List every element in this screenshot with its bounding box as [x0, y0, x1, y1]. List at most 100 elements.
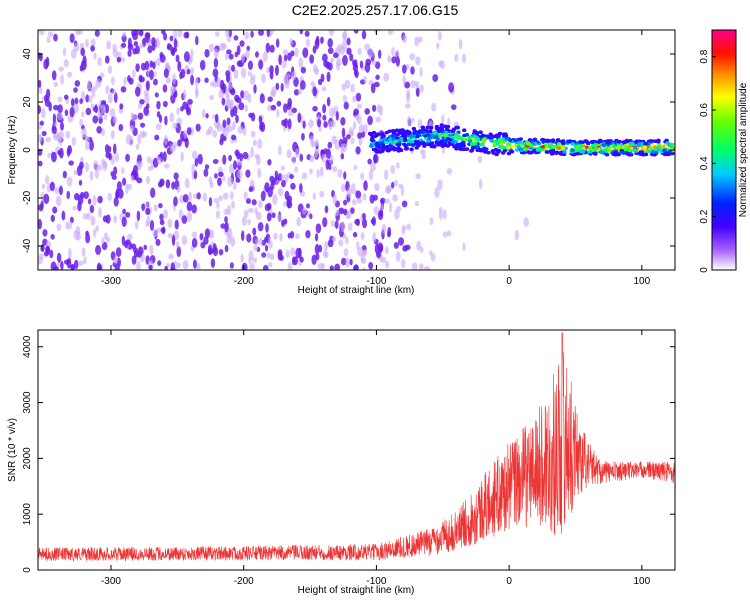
noise-blob: [269, 44, 275, 53]
noise-blob: [149, 220, 155, 231]
noise-blob: [462, 242, 466, 251]
noise-blob: [275, 38, 280, 48]
snr-y-ticks: 0 1000 2000 3000 4000: [22, 335, 675, 573]
noise-blob: [230, 190, 234, 200]
noise-blob: [97, 112, 103, 119]
noise-blob: [240, 90, 245, 99]
noise-blob: [52, 206, 58, 214]
noise-blob: [446, 117, 451, 127]
noise-blob: [158, 203, 163, 209]
noise-blob: [240, 230, 245, 242]
noise-blob: [295, 247, 301, 259]
noise-blob: [362, 213, 366, 220]
noise-blob: [282, 49, 289, 56]
noise-blob: [121, 57, 126, 63]
noise-blob: [156, 57, 161, 67]
signal-blob: [493, 147, 499, 152]
noise-blob: [83, 191, 89, 200]
noise-blob: [89, 140, 94, 151]
noise-blob: [309, 155, 315, 163]
noise-blob: [90, 38, 96, 47]
signal-blob: [624, 139, 630, 144]
noise-blob: [440, 114, 445, 124]
noise-blob: [96, 262, 102, 270]
noise-blob: [308, 119, 314, 128]
noise-blob: [195, 123, 201, 132]
noise-blob: [357, 246, 364, 257]
noise-blob: [332, 165, 338, 173]
noise-blob: [261, 252, 267, 258]
signal-blob: [527, 150, 533, 155]
noise-blob: [169, 35, 174, 42]
signal-blob: [567, 139, 573, 144]
noise-blob: [383, 169, 389, 181]
noise-blob: [244, 104, 248, 113]
signal-blob: [572, 152, 577, 157]
signal-blob: [636, 143, 642, 148]
noise-blob: [257, 200, 263, 209]
noise-blob: [95, 78, 102, 88]
noise-blob: [213, 48, 219, 59]
noise-blob: [171, 73, 176, 85]
chart-title: C2E2.2025.257.17.06.G15: [291, 2, 459, 18]
noise-blob: [154, 134, 160, 141]
noise-blob: [338, 207, 345, 215]
signal-blob: [480, 142, 485, 147]
y-tick-label: 1000: [22, 503, 33, 526]
noise-blob: [228, 53, 234, 60]
noise-blob: [38, 30, 45, 36]
noise-blob: [371, 104, 377, 112]
noise-blob: [94, 168, 99, 179]
noise-blob: [267, 96, 273, 102]
noise-blob: [273, 232, 278, 240]
noise-blob: [108, 152, 112, 161]
noise-blob: [69, 106, 75, 118]
noise-blob: [196, 262, 201, 270]
noise-blob: [361, 30, 367, 40]
noise-blob: [151, 37, 156, 46]
noise-blob: [345, 257, 350, 268]
noise-blob: [56, 252, 62, 263]
y-tick-label: 0: [22, 567, 33, 573]
noise-blob: [103, 232, 109, 240]
signal-blob: [387, 137, 393, 142]
signal-blob: [369, 144, 374, 148]
noise-blob: [64, 109, 69, 117]
noise-blob: [81, 127, 87, 138]
noise-blob: [223, 135, 227, 142]
noise-blob: [119, 103, 124, 110]
noise-blob: [121, 167, 125, 174]
signal-blob: [455, 125, 460, 130]
noise-blob: [116, 181, 122, 191]
noise-blob: [134, 86, 141, 97]
noise-blob: [317, 263, 324, 270]
signal-blob: [414, 141, 419, 146]
noise-blob: [163, 134, 168, 146]
noise-blob: [191, 150, 198, 160]
noise-blob: [255, 211, 262, 221]
noise-blob: [208, 125, 213, 134]
noise-blob: [279, 233, 283, 242]
noise-blob: [58, 185, 63, 196]
noise-blob: [180, 106, 184, 112]
noise-blob: [99, 72, 105, 78]
noise-blob: [351, 199, 357, 206]
noise-blob: [341, 31, 347, 41]
noise-blob: [375, 74, 380, 80]
noise-blob: [145, 220, 149, 228]
noise-blob: [306, 203, 310, 209]
noise-blob: [438, 211, 443, 220]
noise-blob: [240, 253, 244, 263]
noise-blob: [359, 60, 364, 69]
noise-blob: [291, 156, 296, 165]
noise-blob: [270, 104, 277, 111]
noise-blob: [80, 60, 87, 71]
noise-blob: [174, 219, 179, 230]
colorbar-tick-label: 0.8: [699, 49, 710, 63]
noise-blob: [38, 104, 42, 115]
noise-blob: [186, 107, 192, 116]
noise-blob: [247, 60, 254, 71]
noise-blob: [153, 78, 158, 86]
noise-blob: [52, 113, 57, 124]
x-tick-label: 100: [633, 576, 650, 587]
